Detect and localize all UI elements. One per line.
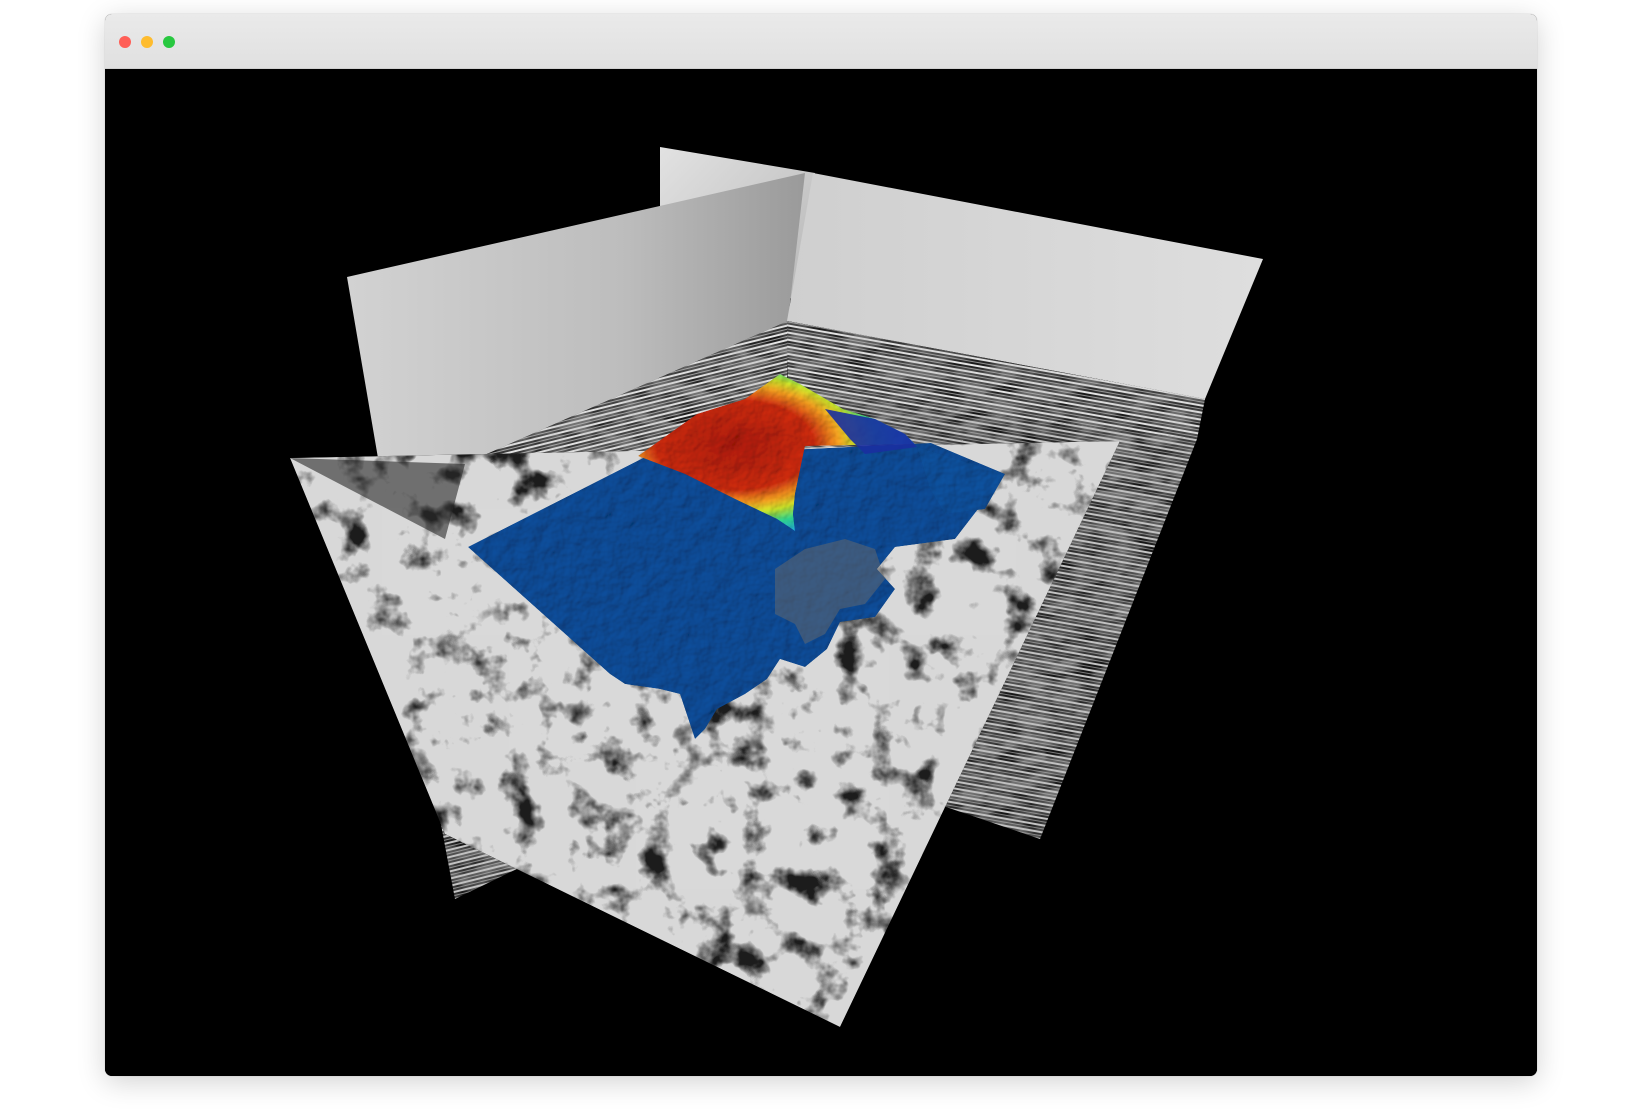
seismic-noise-patch: [775, 539, 885, 644]
minimize-window-button[interactable]: [141, 36, 153, 48]
seismic-scene[interactable]: [105, 69, 1537, 1076]
3d-viewport[interactable]: [105, 69, 1537, 1076]
maximize-window-button[interactable]: [163, 36, 175, 48]
title-bar: [105, 14, 1537, 69]
horizon-surface[interactable]: [468, 374, 1005, 739]
close-window-button[interactable]: [119, 36, 131, 48]
time-slice-floor: [290, 441, 1120, 1027]
app-window: [105, 14, 1537, 1076]
